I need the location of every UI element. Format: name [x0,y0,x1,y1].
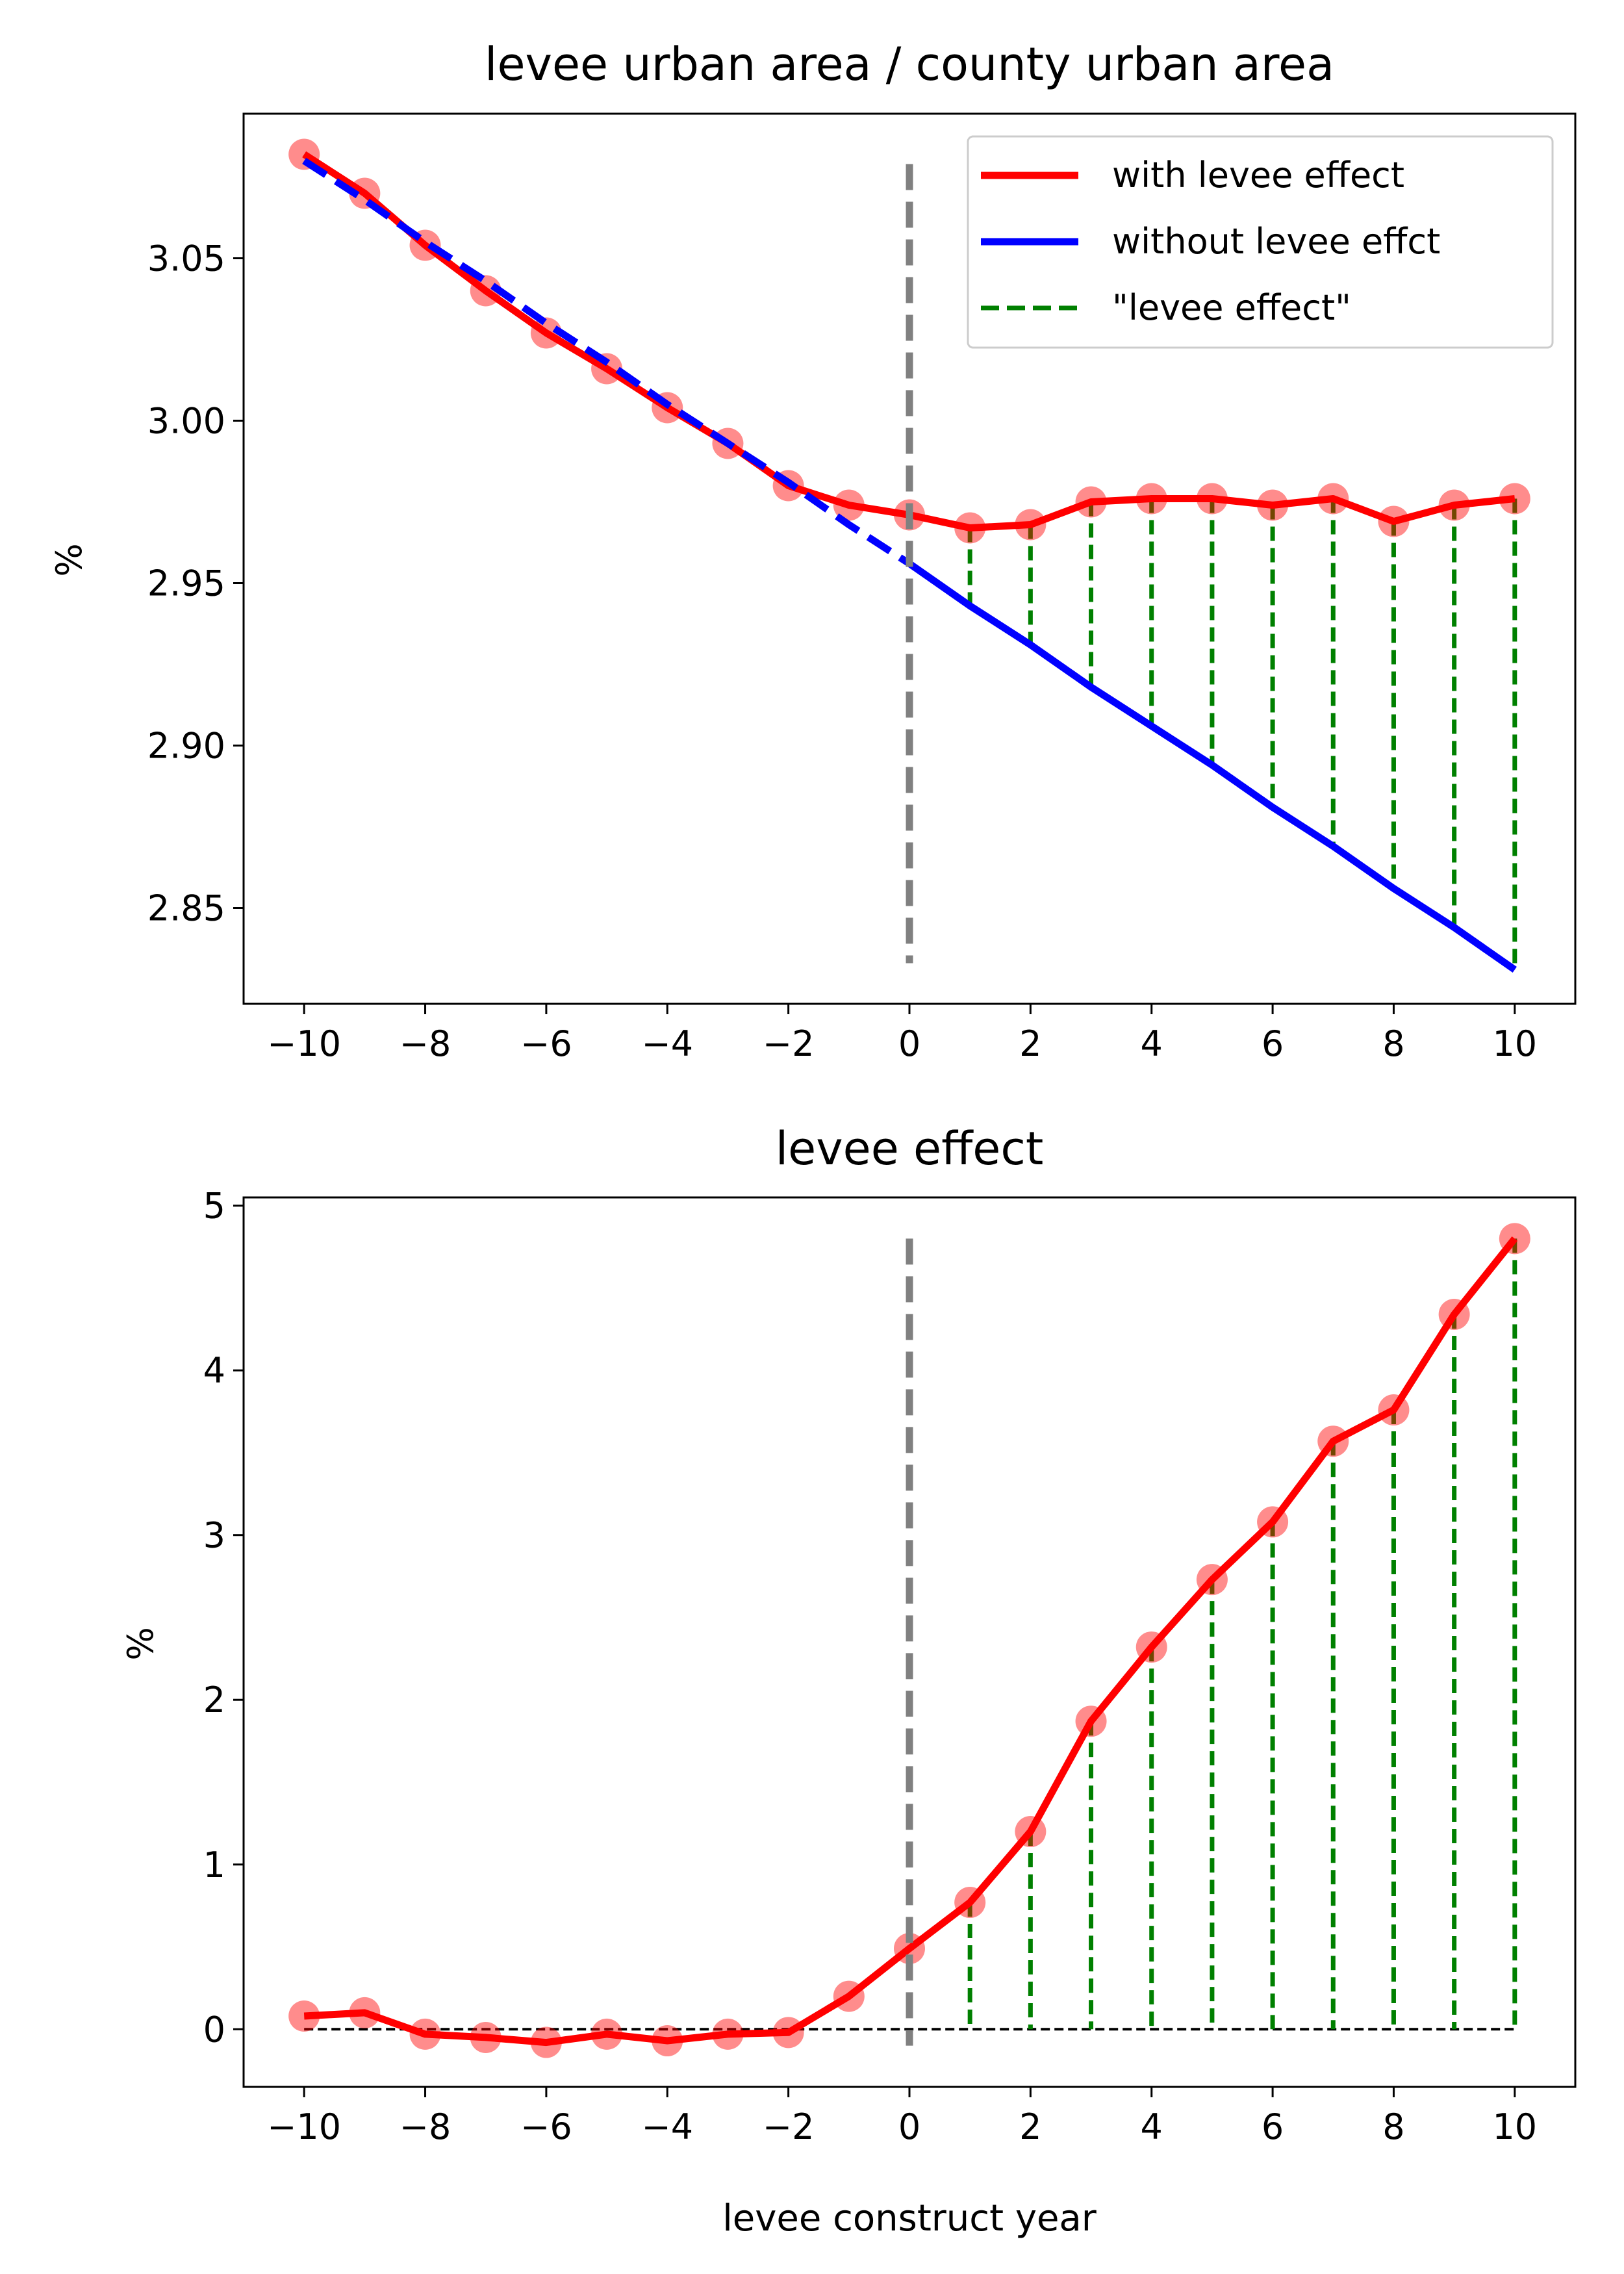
x-tick-label: −4 [641,2106,693,2147]
x-axis-label: levee construct year [722,2197,1097,2240]
x-tick-label: −6 [520,2106,572,2147]
y-tick-label: 1 [203,1845,225,1885]
y-tick-label: 2.90 [147,726,225,767]
plot-area: −10 −8 −6 −4 −2 0 2 4 6 8 10 0 1 2 3 4 5 [203,1186,1577,2147]
x-tick-label: 6 [1262,2106,1284,2147]
x-tick-label: −2 [763,1023,815,1064]
x-tick-label: 2 [1019,2106,1041,2147]
x-tick-label: 10 [1492,2106,1537,2147]
legend-label: without levee effct [1112,221,1440,262]
y-tick-label: 0 [203,2009,225,2050]
x-tick-label: −2 [763,2106,815,2147]
x-tick-label: −6 [520,1023,572,1064]
chart-top: levee urban area / county urban area % −… [49,38,1577,1064]
x-tick-label: 4 [1141,2106,1163,2147]
y-tick-label: 3.05 [147,238,225,279]
x-tick-label: −8 [400,2106,451,2147]
legend-label: with levee effect [1112,155,1404,196]
x-tick-label: 10 [1492,1023,1537,1064]
x-tick-label: 0 [898,1023,920,1064]
x-tick-label: −10 [267,1023,341,1064]
series-line-levee-effect [303,1236,1518,2047]
series-line-without-levee-effect-post [907,560,1517,973]
y-tick-label: 5 [203,1186,225,1227]
y-axis-label: % [49,543,90,576]
axes-frame [242,112,1577,1005]
x-tick-label: −8 [400,1023,451,1064]
chart-title: levee urban area / county urban area [485,38,1334,91]
axes-frame [242,1196,1577,2088]
x-tick-label: 6 [1262,1023,1284,1064]
x-tick-label: −4 [641,1023,693,1064]
data-point [288,2000,320,2032]
series-line-without-levee-effect-pre [302,157,911,567]
x-tick-label: 2 [1019,1023,1041,1064]
y-axis-label: % [120,1627,161,1660]
y-tick-label: 3 [203,1515,225,1556]
y-tick-label: 2 [203,1680,225,1720]
y-tick-label: 4 [203,1350,225,1391]
x-tick-label: −10 [267,2106,341,2147]
x-tick-label: 0 [898,2106,920,2147]
x-tick-label: 4 [1141,1023,1163,1064]
chart-title: levee effect [776,1122,1044,1175]
legend-label: "levee effect" [1112,287,1351,328]
legend: with levee effect without levee effct "l… [967,135,1554,349]
legend-frame [967,135,1554,349]
y-tick-label: 3.00 [147,401,225,442]
x-tick-label: 8 [1382,1023,1404,1064]
data-point [1499,483,1530,515]
y-tick-label: 2.85 [147,888,225,929]
x-tick-label: 8 [1382,2106,1404,2147]
plot-area: −10 −8 −6 −4 −2 0 2 4 6 8 10 2.85 2.90 2.95 3.00 3.05 [147,112,1577,1064]
y-tick-label: 2.95 [147,563,225,604]
chart-bottom: levee effect % levee construct year −10−… [120,1122,1577,2240]
